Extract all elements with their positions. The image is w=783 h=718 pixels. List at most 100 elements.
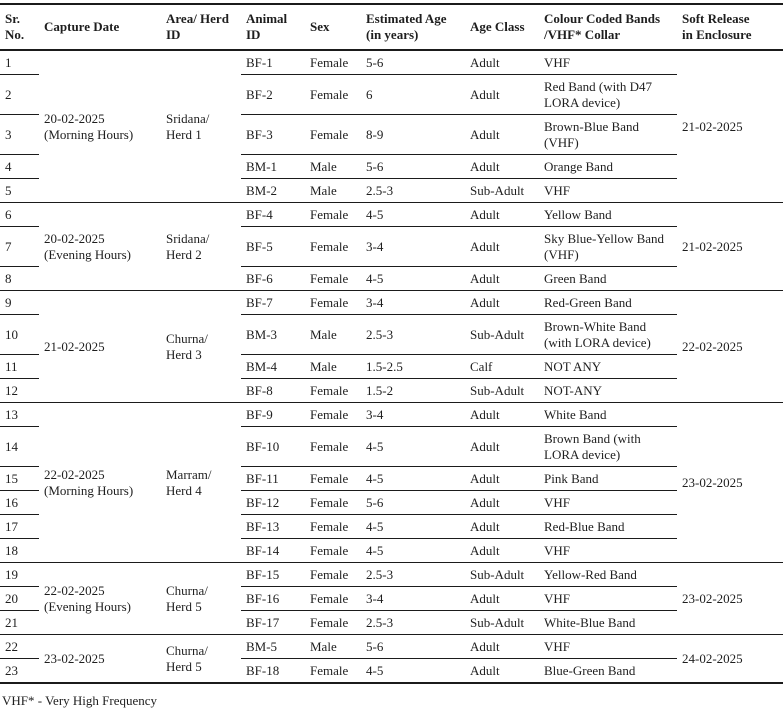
cell-estimated-age: 1.5-2.5 <box>361 354 465 379</box>
capture-release-table: Sr. No. Capture Date Area/ Herd ID Anima… <box>0 3 783 684</box>
cell-age-class: Adult <box>465 634 539 659</box>
cell-sr-no: 11 <box>0 354 39 379</box>
cell-sex: Female <box>305 490 361 515</box>
cell-band-collar: Orange Band <box>539 154 677 179</box>
cell-area-herd-id: Churna/ Herd 5 <box>161 562 241 635</box>
cell-animal-id: BM-3 <box>241 314 305 355</box>
cell-estimated-age: 4-5 <box>361 538 465 563</box>
cell-age-class: Adult <box>465 226 539 267</box>
cell-age-class: Adult <box>465 402 539 427</box>
cell-band-collar: VHF <box>539 50 677 75</box>
table-row: 2 BF-2 Female 6 Adult Red Band (with D47 LORA… <box>0 74 783 115</box>
cell-sr-no: 12 <box>0 378 39 403</box>
cell-band-collar: Yellow-Red Band <box>539 562 677 587</box>
table-row: 20 BF-16 Female 3-4 Adult VHF <box>0 586 783 611</box>
cell-estimated-age: 3-4 <box>361 290 465 315</box>
col-header-age-class: Age Class <box>465 4 539 51</box>
table-row: 18 BF-14 Female 4-5 Adult VHF <box>0 538 783 563</box>
cell-area-herd-id: Churna/ Herd 5 <box>161 634 241 684</box>
cell-age-class: Adult <box>465 426 539 467</box>
cell-animal-id: BM-4 <box>241 354 305 379</box>
cell-sex: Female <box>305 74 361 115</box>
cell-sex: Female <box>305 466 361 491</box>
table-row: 22 23-02-2025 Churna/ Herd 5 BM-5 Male 5-6 Adu… <box>0 634 783 684</box>
cell-age-class: Sub-Adult <box>465 314 539 355</box>
cell-animal-id: BF-18 <box>241 658 305 684</box>
cell-band-collar: Brown-Blue Band (VHF) <box>539 114 677 155</box>
cell-band-collar: VHF <box>539 178 677 203</box>
cell-animal-id: BF-4 <box>241 202 305 227</box>
cell-sr-no: 5 <box>0 178 39 203</box>
cell-animal-id: BF-13 <box>241 514 305 539</box>
cell-animal-id: BF-3 <box>241 114 305 155</box>
col-header-area-herd-id: Area/ Herd ID <box>161 4 241 51</box>
cell-sr-no: 18 <box>0 538 39 563</box>
cell-band-collar: Red-Green Band <box>539 290 677 315</box>
cell-age-class: Sub-Adult <box>465 610 539 635</box>
cell-animal-id: BF-1 <box>241 50 305 75</box>
col-header-animal-id: Animal ID <box>241 4 305 51</box>
cell-animal-id: BF-2 <box>241 74 305 115</box>
cell-sr-no: 1 <box>0 50 39 75</box>
cell-sr-no: 3 <box>0 114 39 155</box>
cell-animal-id: BF-6 <box>241 266 305 291</box>
cell-animal-id: BM-5 <box>241 634 305 659</box>
cell-band-collar: Brown-White Band (with LORA device) <box>539 314 677 355</box>
cell-area-herd-id: Sridana/ Herd 1 <box>161 50 241 203</box>
cell-animal-id: BF-8 <box>241 378 305 403</box>
table-row: 11 BM-4 Male 1.5-2.5 Calf NOT ANY <box>0 354 783 379</box>
cell-soft-release: 22-02-2025 <box>677 290 783 403</box>
cell-sr-no: 7 <box>0 226 39 267</box>
cell-estimated-age: 4-5 <box>361 426 465 467</box>
cell-animal-id: BF-16 <box>241 586 305 611</box>
table-row: 23 BF-18 Female 4-5 Adult Blue-Green Band <box>0 658 783 684</box>
cell-animal-id: BF-9 <box>241 402 305 427</box>
cell-age-class: Adult <box>465 290 539 315</box>
table-row: 13 22-02-2025 (Morning Hours) Marram/ Herd… <box>0 402 783 563</box>
table-row: 14 BF-10 Female 4-5 Adult Brown Band (with LO… <box>0 426 783 467</box>
cell-band-collar: Sky Blue-Yellow Band (VHF) <box>539 226 677 267</box>
cell-estimated-age: 5-6 <box>361 50 465 75</box>
cell-animal-id: BF-10 <box>241 426 305 467</box>
cell-age-class: Calf <box>465 354 539 379</box>
cell-capture-date: 23-02-2025 <box>39 634 161 684</box>
cell-capture-date: 22-02-2025 (Morning Hours) <box>39 402 161 563</box>
cell-capture-date: 20-02-2025 (Morning Hours) <box>39 50 161 203</box>
cell-band-collar: NOT ANY <box>539 354 677 379</box>
cell-animal-id: BF-12 <box>241 490 305 515</box>
cell-sr-no: 20 <box>0 586 39 611</box>
table-body: 1 20-02-2025 (Morning Hours) Sridana/ Herd… <box>0 50 783 684</box>
cell-band-collar: Green Band <box>539 266 677 291</box>
cell-age-class: Adult <box>465 490 539 515</box>
cell-sex: Female <box>305 402 361 427</box>
cell-age-class: Adult <box>465 114 539 155</box>
cell-sex: Female <box>305 538 361 563</box>
cell-estimated-age: 2.5-3 <box>361 314 465 355</box>
table-row: 5 BM-2 Male 2.5-3 Sub-Adult VHF <box>0 178 783 203</box>
cell-sex: Male <box>305 178 361 203</box>
table-row: 6 20-02-2025 (Evening Hours) Sridana/ Herd… <box>0 202 783 291</box>
cell-band-collar: White-Blue Band <box>539 610 677 635</box>
cell-estimated-age: 2.5-3 <box>361 562 465 587</box>
cell-age-class: Adult <box>465 586 539 611</box>
cell-sex: Female <box>305 266 361 291</box>
cell-estimated-age: 2.5-3 <box>361 610 465 635</box>
cell-animal-id: BM-2 <box>241 178 305 203</box>
cell-sex: Female <box>305 50 361 75</box>
cell-age-class: Adult <box>465 514 539 539</box>
cell-sr-no: 14 <box>0 426 39 467</box>
cell-sr-no: 19 <box>0 562 39 587</box>
cell-soft-release: 21-02-2025 <box>677 50 783 203</box>
cell-band-collar: NOT-ANY <box>539 378 677 403</box>
cell-sr-no: 2 <box>0 74 39 115</box>
cell-sr-no: 9 <box>0 290 39 315</box>
header-row: Sr. No. Capture Date Area/ Herd ID Anima… <box>0 4 783 51</box>
footnote-vhf: VHF* - Very High Frequency <box>2 693 158 708</box>
cell-soft-release: 21-02-2025 <box>677 202 783 291</box>
cell-age-class: Sub-Adult <box>465 562 539 587</box>
cell-sex: Male <box>305 634 361 659</box>
cell-estimated-age: 5-6 <box>361 490 465 515</box>
cell-sex: Female <box>305 562 361 587</box>
cell-capture-date: 20-02-2025 (Evening Hours) <box>39 202 161 291</box>
cell-band-collar: White Band <box>539 402 677 427</box>
